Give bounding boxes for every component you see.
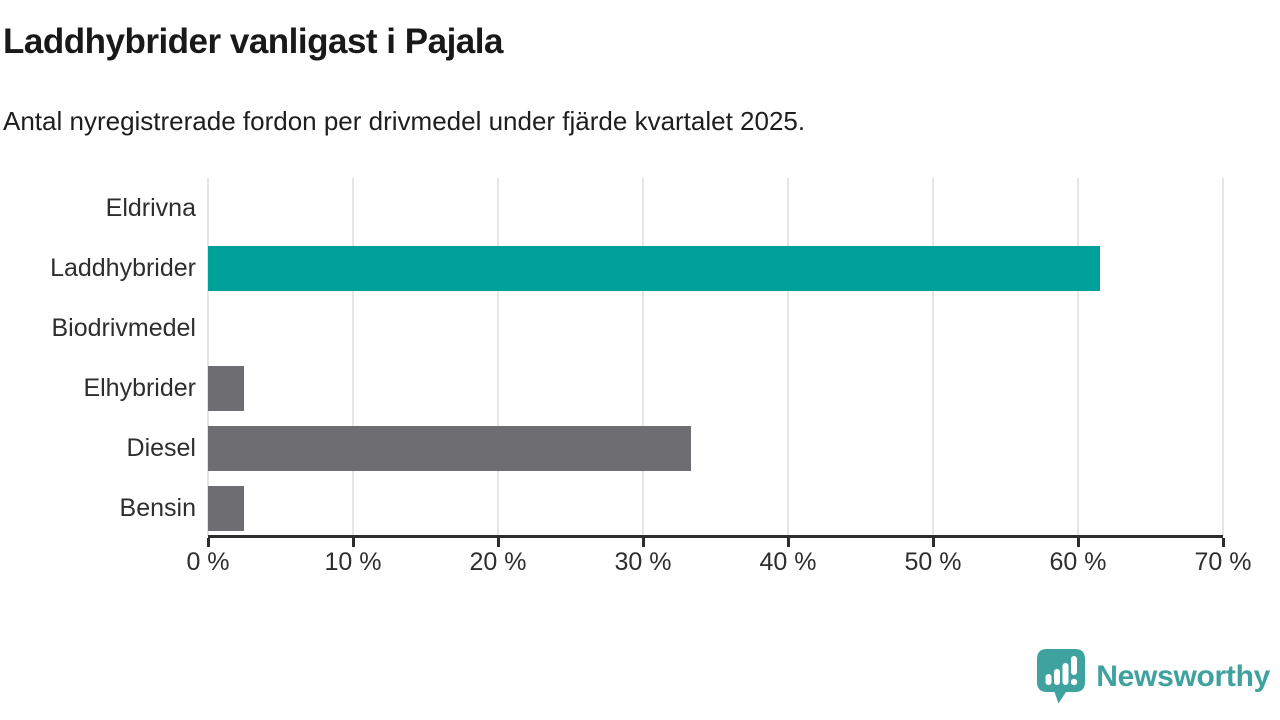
y-axis-label: Eldrivna xyxy=(105,194,196,222)
x-axis-tick-label: 10 % xyxy=(324,548,382,576)
x-axis-tickmark xyxy=(786,538,790,547)
bar-elhybrider xyxy=(208,365,245,411)
x-axis-tick-label: 50 % xyxy=(904,548,962,576)
y-axis: Eldrivna Laddhybrider Biodrivmedel Elhybrid… xyxy=(0,178,196,538)
y-axis-label: Laddhybrider xyxy=(50,254,196,282)
x-axis-tick-label: 30 % xyxy=(614,548,672,576)
gridline xyxy=(1222,178,1224,536)
gridline xyxy=(497,178,499,536)
gridline xyxy=(787,178,789,536)
bar-laddhybrider xyxy=(208,245,1100,291)
chart-title: Laddhybrider vanligast i Pajala xyxy=(3,22,503,61)
x-axis-tickmark xyxy=(931,538,935,547)
x-axis-tickmark xyxy=(351,538,355,547)
bar-bensin xyxy=(208,485,245,531)
x-axis-tickmark xyxy=(206,538,210,547)
x-axis-line xyxy=(208,535,1223,538)
newsworthy-branding: Newsworthy xyxy=(1037,649,1270,704)
x-axis-tick-label: 20 % xyxy=(469,548,527,576)
gridline xyxy=(352,178,354,536)
newsworthy-brand-text: Newsworthy xyxy=(1096,659,1270,693)
gridline xyxy=(642,178,644,536)
gridline xyxy=(1077,178,1079,536)
gridline xyxy=(932,178,934,536)
y-axis-label: Biodrivmedel xyxy=(51,314,196,342)
x-axis-tick-label: 70 % xyxy=(1194,548,1252,576)
y-axis-label: Diesel xyxy=(126,434,196,462)
y-axis-label: Elhybrider xyxy=(83,374,196,402)
gridline xyxy=(207,178,209,536)
x-axis-tickmark xyxy=(641,538,645,547)
x-axis-tick-label: 0 % xyxy=(186,548,230,576)
bar-chart: Eldrivna Laddhybrider Biodrivmedel Elhybrid… xyxy=(0,178,1251,598)
bar-diesel xyxy=(208,425,691,471)
chart-subtitle: Antal nyregistrerade fordon per drivmede… xyxy=(3,106,806,136)
y-axis-label: Bensin xyxy=(119,494,196,522)
x-axis-tickmark xyxy=(496,538,500,547)
x-axis-tick-label: 60 % xyxy=(1049,548,1107,576)
newsworthy-logo-icon xyxy=(1037,649,1086,704)
plot-area: 0 % 10 % 20 % 30 % 40 % 50 % 60 % 70 % xyxy=(186,178,1251,576)
x-axis-tickmark xyxy=(1076,538,1080,547)
x-axis-tick-label: 40 % xyxy=(759,548,817,576)
x-axis-tickmark xyxy=(1221,538,1225,547)
